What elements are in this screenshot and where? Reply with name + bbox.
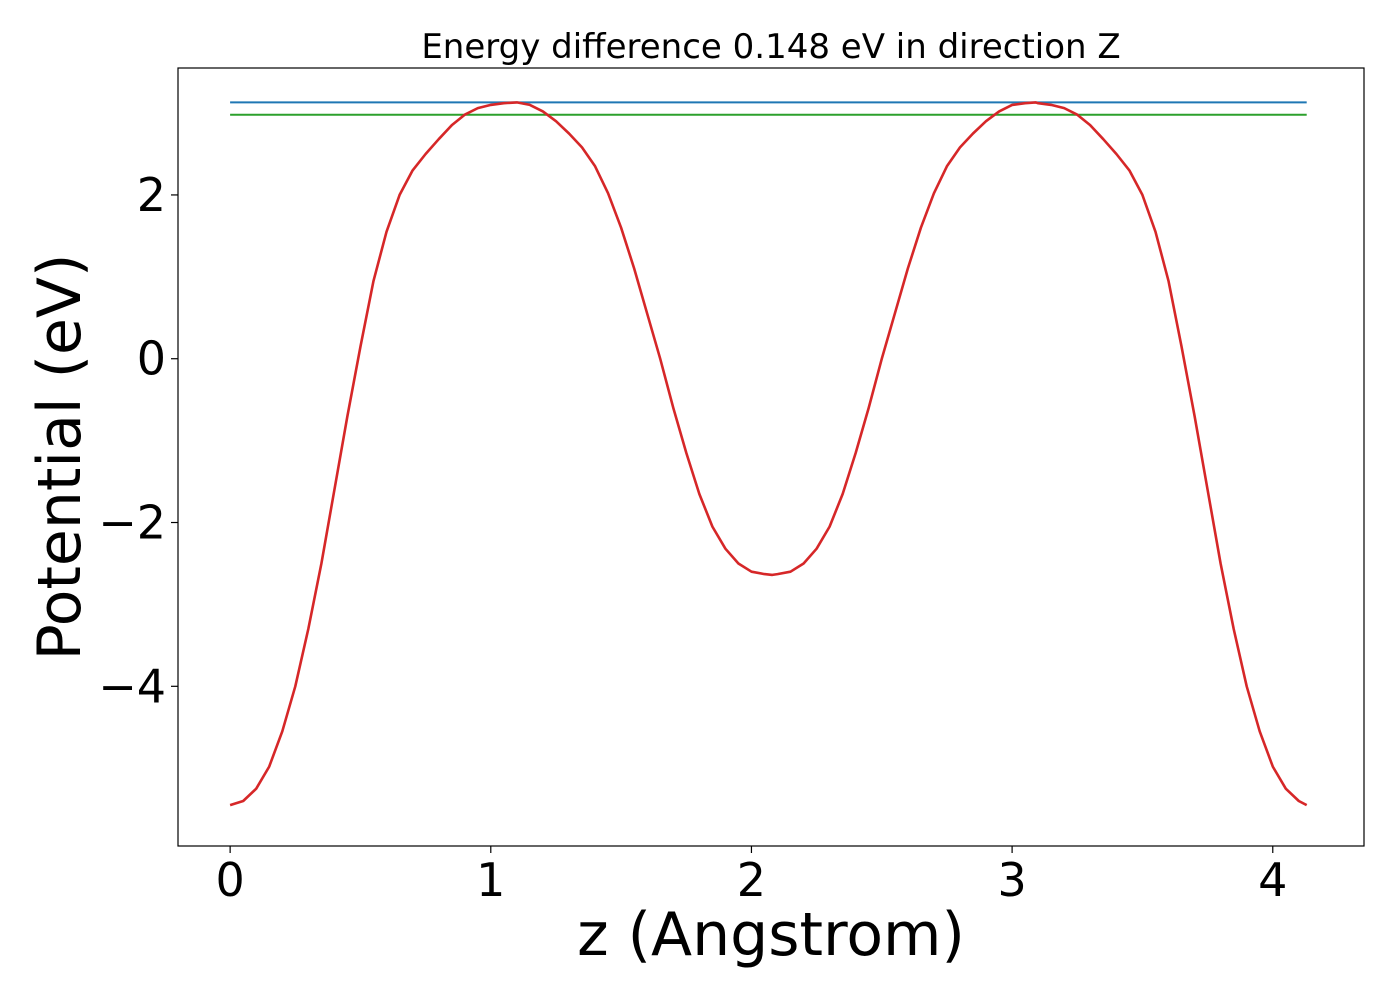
series-line-0 bbox=[229, 101, 1308, 807]
x-tick-label: 3 bbox=[997, 853, 1026, 907]
y-tick-label: −4 bbox=[98, 659, 166, 713]
x-axis-ticks: 0 1 2 3 4 bbox=[215, 846, 1287, 907]
x-axis-label: z (Angstrom) bbox=[577, 900, 965, 970]
x-tick-label: 1 bbox=[476, 853, 505, 907]
x-tick-label: 4 bbox=[1258, 853, 1287, 907]
x-tick-label: 0 bbox=[215, 853, 244, 907]
y-tick-label: 2 bbox=[137, 168, 166, 222]
chart-title: Energy difference 0.148 eV in direction … bbox=[421, 27, 1120, 67]
axes-frame bbox=[177, 67, 1365, 847]
y-axis-label: Potential (eV) bbox=[25, 254, 95, 661]
y-axis-ticks: −4 −2 0 2 bbox=[98, 168, 178, 713]
series-layer bbox=[229, 101, 1308, 807]
plot-area bbox=[177, 67, 1365, 847]
y-tick-label: −2 bbox=[98, 496, 166, 550]
y-tick-label: 0 bbox=[137, 332, 166, 386]
x-tick-label: 2 bbox=[737, 853, 766, 907]
